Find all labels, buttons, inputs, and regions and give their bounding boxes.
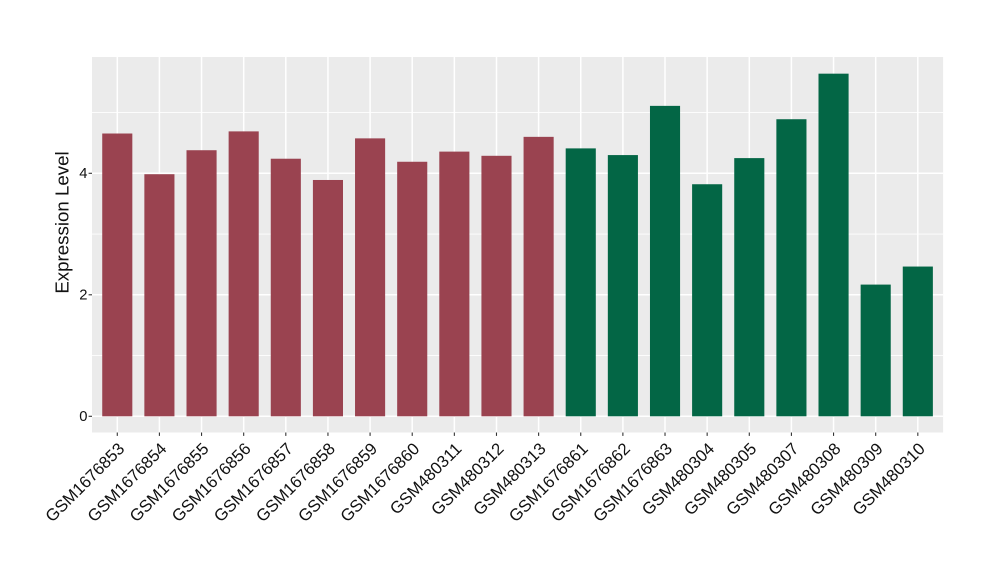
svg-text:Expression Level: Expression Level [52,151,73,293]
svg-text:2: 2 [79,288,87,304]
svg-text:4: 4 [79,166,87,182]
svg-text:0: 0 [79,409,87,425]
